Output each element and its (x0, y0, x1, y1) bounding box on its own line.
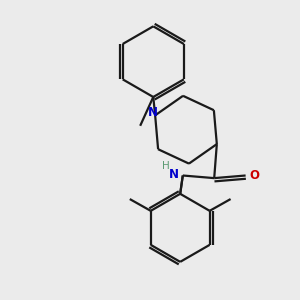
Text: N: N (169, 168, 178, 181)
Text: N: N (148, 106, 158, 119)
Text: H: H (162, 161, 170, 171)
Text: O: O (250, 169, 260, 182)
